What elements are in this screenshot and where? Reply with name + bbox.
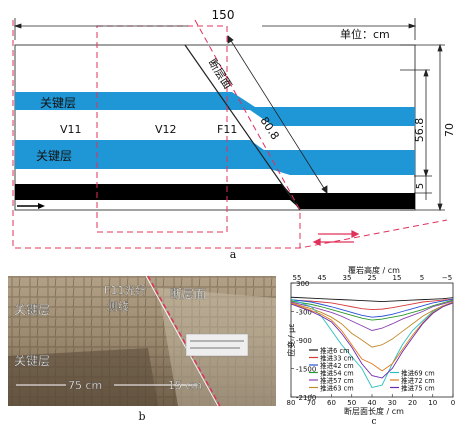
series-line-2 <box>290 298 454 318</box>
fault-dashed-line <box>147 275 221 407</box>
right-dimensions <box>400 43 445 212</box>
x-axis-ticks: 80 70 60 50 40 30 20 10 0 <box>287 394 455 407</box>
line-v12-label: V12 <box>155 123 177 136</box>
legend-label: 推进42 cm <box>320 361 354 370</box>
y-tick-label: -300 <box>296 309 312 317</box>
collapsed-zone <box>8 348 158 406</box>
dim-70-label: 70 <box>443 123 456 137</box>
line-f11-label: F11 <box>217 123 237 136</box>
x-tick-label: 50 <box>347 399 356 407</box>
legend-label: 推进75 cm <box>401 384 435 393</box>
photo-75cm-label: 75 cm <box>68 379 102 392</box>
photo-sky <box>8 268 276 276</box>
top-tick-label: −5 <box>442 274 452 282</box>
series-line-0 <box>290 296 454 302</box>
x-tick-label: 60 <box>327 399 336 407</box>
top-tick-label: 35 <box>343 274 352 282</box>
x-tick-label: 30 <box>388 399 397 407</box>
series-line-5 <box>290 301 454 348</box>
series-line-7 <box>290 301 454 372</box>
photo-fiber-label-1: F11光纤 <box>104 283 146 297</box>
y-tick-label: -2100 <box>296 394 316 402</box>
y-tick-label: -900 <box>296 337 312 345</box>
top-tick-label: 25 <box>368 274 377 282</box>
panel-b-photo: 关键层 关键层 F11光纤 测线 断层面 75 cm 15 cm b <box>8 268 276 423</box>
legend-label: 推进63 cm <box>320 384 354 393</box>
y-tick-label: 300 <box>296 280 309 288</box>
key-layer-upper <box>15 92 415 126</box>
y-axis-ticks: 300 -300 -900 -1500 -2100 <box>291 280 316 402</box>
legend-label: 推进6 cm <box>320 346 350 355</box>
photo-key-layer-lower: 关键层 <box>14 354 50 368</box>
key-layer-label-upper: 关键层 <box>40 96 76 110</box>
legend-label: 推进54 cm <box>320 369 354 378</box>
x-tick-label: 20 <box>408 399 417 407</box>
photo-fiber-label-2: 测线 <box>107 299 129 313</box>
panel-b-caption: b <box>138 410 145 423</box>
photo-15cm-label: 15 cm <box>168 379 202 392</box>
legend-label: 推进33 cm <box>320 354 354 363</box>
photo-key-layer-upper: 关键层 <box>14 303 50 317</box>
x-tick-label: 0 <box>451 399 455 407</box>
panel-c-caption: c <box>371 417 376 426</box>
y-axis-title: 应变 / με <box>286 323 296 356</box>
x-tick-label: 80 <box>287 399 296 407</box>
top-tick-label: 45 <box>318 274 327 282</box>
model-outline <box>14 44 416 211</box>
top-tick-label: 55 <box>293 274 302 282</box>
displacement-arrows <box>312 230 360 246</box>
series-lines <box>290 296 454 389</box>
legend-label: 推进69 cm <box>401 369 435 378</box>
y-tick-label: -1500 <box>296 366 316 374</box>
x-tick-label: 40 <box>368 399 377 407</box>
dim-150-label: 150 <box>212 8 235 22</box>
line-v11-label: V11 <box>60 123 82 136</box>
fault-plane-line <box>184 44 301 211</box>
x-axis-title: 断层面长度 / cm <box>344 406 404 416</box>
dim-56-8-label: 56.8 <box>413 118 426 143</box>
advance-arrow <box>17 203 45 209</box>
dim-5-label: 5 <box>415 183 426 189</box>
panel-c-chart: 覆岩高度 / cm 55 45 35 25 15 5 −5 80 70 60 50 40 30 20 10… <box>286 265 455 426</box>
legend-label: 推进57 cm <box>320 376 354 385</box>
dimension-fault <box>227 35 328 194</box>
x-tick-label: 10 <box>428 399 437 407</box>
photo-sign <box>185 333 249 357</box>
unit-label: 单位：cm <box>340 27 390 41</box>
series-line-4 <box>290 300 454 331</box>
dimension-150 <box>13 18 417 40</box>
top-tick-label: 15 <box>393 274 402 282</box>
panel-a-diagram: 150 单位：cm 80.8 断层面 56.8 70 5 关键层 关键层 V11… <box>12 8 456 261</box>
key-layer-label-lower: 关键层 <box>36 149 72 163</box>
top-axis-title: 覆岩高度 / cm <box>348 265 400 275</box>
legend-label: 推进72 cm <box>401 376 435 385</box>
coal-seam <box>15 184 415 209</box>
series-line-8 <box>290 302 454 379</box>
key-layer-lower <box>15 140 415 175</box>
x-tick-label: 70 <box>307 399 316 407</box>
series-line-3 <box>290 299 454 321</box>
photo-fault-label: 断层面 <box>170 286 206 301</box>
fiber-line <box>145 275 219 407</box>
top-tick-label: 5 <box>420 274 424 282</box>
panel-a-caption: a <box>230 248 237 261</box>
series-line-1 <box>290 298 454 311</box>
series-line-6 <box>290 298 454 389</box>
